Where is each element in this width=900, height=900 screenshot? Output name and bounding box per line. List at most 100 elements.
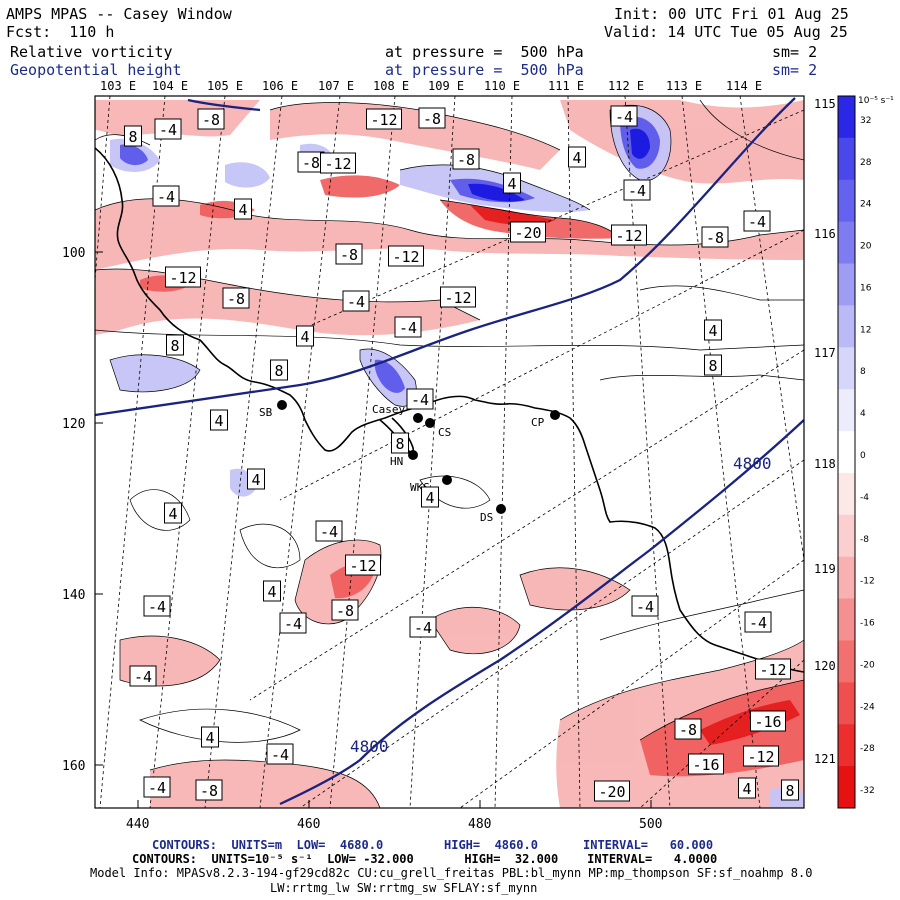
colorbar-swatch (838, 514, 855, 558)
height-label: 4800 (350, 737, 389, 756)
plot-title: AMPS MPAS -- Casey Window (6, 5, 232, 23)
vorticity-contour-label: -20 (594, 780, 630, 802)
field1-name: Relative vorticity (10, 43, 173, 61)
colorbar: 10⁻⁵ s⁻¹ 32 28 24 20 16 12 8 4 0 -4 -8 -12 -16 -20 -24… (837, 95, 894, 809)
colorbar-swatch (838, 263, 855, 306)
vorticity-contour-label: -4 (631, 595, 659, 617)
vorticity-contour-label: -4 (406, 388, 434, 410)
svg-text:4: 4 (168, 505, 177, 523)
vorticity-contour-label: 4 (247, 468, 265, 490)
map-frame (94, 95, 805, 809)
vorticity-contour-label: -16 (688, 753, 724, 775)
top-tick-110e: 110 E (484, 79, 520, 93)
colorbar-tick-label: 0 (860, 451, 866, 461)
height-label: 4800 (733, 454, 772, 473)
colorbar-tick-label: -32 (860, 786, 875, 796)
top-tick-107e: 107 E (318, 79, 354, 93)
svg-text:-8: -8 (302, 154, 320, 172)
svg-text:-4: -4 (749, 614, 767, 632)
vorticity-contour-label: -12 (345, 554, 381, 576)
colorbar-swatch (838, 137, 855, 181)
vorticity-contour-label: 8 (166, 334, 184, 356)
colorbar-tick-label: -16 (860, 619, 875, 629)
top-tick-103e: 103 E (100, 79, 136, 93)
vorticity-contour-label: -12 (440, 286, 476, 308)
station-marker-casey (413, 413, 423, 423)
vorticity-contour-label: -20 (510, 221, 546, 243)
svg-text:-4: -4 (284, 615, 302, 633)
geopotential-contours (95, 97, 804, 806)
svg-text:4: 4 (238, 201, 247, 219)
colorbar-frame (837, 95, 856, 809)
vorticity-contour-label: -8 (195, 779, 223, 801)
vorticity-labels: 8 -4-8 -12 -8 -4-8 4-8 -12-444 -4-20 -12 -8-4-12-… (124, 105, 799, 802)
colorbar-tick-label: 20 (860, 242, 872, 252)
vorticity-contour-label: -4 (623, 179, 651, 201)
colorbar-tick-label: 32 (860, 116, 871, 126)
colorbar-swatch (838, 96, 855, 139)
svg-text:-8: -8 (706, 229, 724, 247)
svg-text:-16: -16 (692, 756, 719, 774)
svg-text:8: 8 (274, 362, 283, 380)
station-marker-hn (408, 450, 418, 460)
colorbar-swatch (838, 766, 855, 809)
colorbar-tick-label: 4 (860, 409, 866, 419)
vorticity-contour-label: -4 (129, 665, 157, 687)
svg-text:4: 4 (214, 412, 223, 430)
station-label-hn: HN (390, 455, 403, 468)
height-contour-info-a: CONTOURS: UNITS=m LOW= 4680.0 (152, 838, 384, 852)
colorbar-tick-label: -24 (860, 702, 875, 712)
svg-text:-4: -4 (134, 668, 152, 686)
colorbar-tick-label: -12 (860, 577, 875, 587)
svg-text:-4: -4 (271, 746, 289, 764)
model-info: Model Info: MPASv8.2.3-194-gf29cd82c CU:… (90, 866, 813, 880)
vorticity-contour-label: -4 (315, 520, 343, 542)
station-label-casey: Casey (372, 403, 405, 416)
top-tick-111e: 111 E (548, 79, 584, 93)
colorbar-swatch (838, 682, 855, 725)
svg-text:-4: -4 (347, 293, 365, 311)
svg-text:-8: -8 (200, 782, 218, 800)
vorticity-contour-label: -4 (342, 290, 370, 312)
svg-text:4: 4 (205, 729, 214, 747)
svg-text:-12: -12 (747, 748, 774, 766)
vorticity-contour-label: -12 (388, 245, 424, 267)
vorticity-contour-label: -12 (755, 658, 791, 680)
bottom-tick-460: 460 (297, 817, 320, 832)
svg-text:-20: -20 (598, 783, 625, 801)
vorticity-contour-label: 8 (270, 359, 288, 381)
svg-text:-4: -4 (628, 182, 646, 200)
field1-level: at pressure = 500 hPa (385, 43, 584, 61)
svg-text:4: 4 (708, 322, 717, 340)
svg-text:-12: -12 (615, 227, 642, 245)
station-marker-sb (277, 400, 287, 410)
left-tick-100: 100 (62, 246, 85, 261)
field1-smoothing: sm= 2 (772, 43, 818, 61)
vorticity-contour-label: 8 (704, 354, 722, 376)
top-tick-113e: 113 E (666, 79, 702, 93)
colorbar-swatch (838, 724, 855, 767)
svg-text:8: 8 (785, 782, 794, 800)
vorticity-contour-label: -4 (394, 316, 422, 338)
svg-text:4: 4 (507, 175, 516, 193)
svg-text:-12: -12 (324, 155, 351, 173)
left-tick-160: 160 (62, 759, 85, 774)
colorbar-tick-label: 24 (860, 200, 872, 210)
vorticity-contour-label: 4 (296, 325, 314, 347)
svg-text:-4: -4 (636, 598, 654, 616)
vorticity-contour-label: -12 (320, 152, 356, 174)
colorbar-swatch (838, 179, 855, 223)
svg-text:-4: -4 (615, 108, 633, 126)
vorticity-contour-label: -8 (452, 148, 480, 170)
top-tick-106e: 106 E (262, 79, 298, 93)
svg-text:-4: -4 (748, 213, 766, 231)
vorticity-contour-label: -8 (331, 599, 359, 621)
svg-text:-4: -4 (148, 598, 166, 616)
station-marker-ds (496, 504, 506, 514)
svg-text:4: 4 (572, 149, 581, 167)
vorticity-contour-label: -12 (165, 266, 201, 288)
svg-text:-8: -8 (340, 246, 358, 264)
vorticity-contour-label: -4 (154, 118, 182, 140)
vorticity-contour-label: -4 (610, 105, 638, 127)
station-label-ds: DS (480, 511, 493, 524)
